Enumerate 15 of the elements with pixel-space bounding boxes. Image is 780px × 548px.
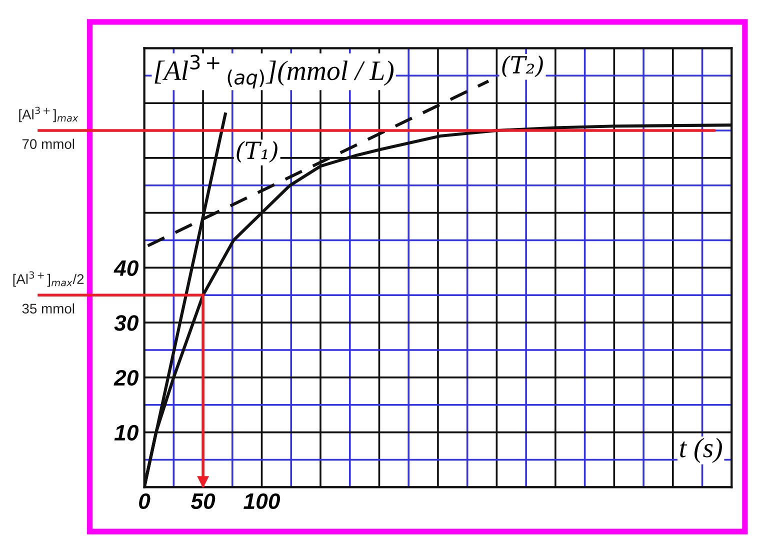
text: [Al$^{3+}$]$_{max}$/2 xyxy=(13,271,84,287)
ref-line-label: 35 mmol xyxy=(22,303,74,314)
series-label: (T₂) xyxy=(502,55,543,78)
series-label: (T₁) xyxy=(236,141,278,163)
y-axis-title: [Al$^{3+}$$_{(aq)}$](mmol / L) xyxy=(154,54,394,88)
x-tick-label: 50 xyxy=(190,493,216,510)
x-axis-title: t (s) xyxy=(680,438,722,464)
y-tick-label: 10 xyxy=(114,424,139,441)
y-tick-label: 30 xyxy=(114,315,139,331)
text: [Al$^{3+}$]$_{max}$ xyxy=(19,106,78,122)
x-tick-label: 100 xyxy=(244,493,280,510)
y-tick-label: 20 xyxy=(114,370,139,386)
y-tick-label: 40 xyxy=(114,260,139,276)
ref-line-label: 70 mmol xyxy=(22,138,74,149)
x-tick-label: 0 xyxy=(139,493,150,510)
